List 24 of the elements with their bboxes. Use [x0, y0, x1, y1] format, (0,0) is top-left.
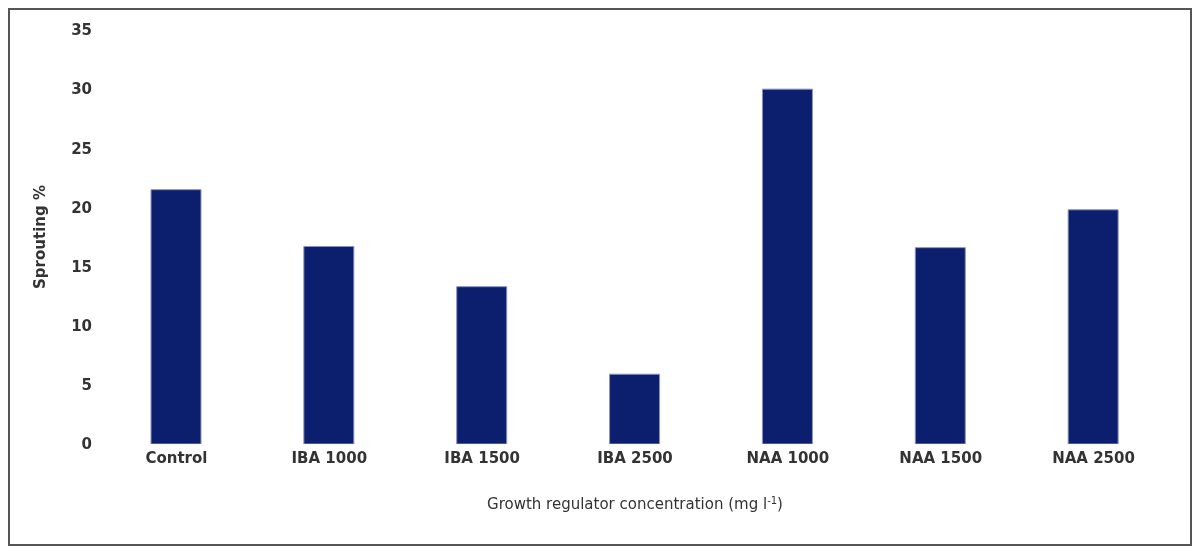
x-tick-label: IBA 1000 [291, 448, 368, 467]
x-tick-label: IBA 2500 [597, 448, 673, 467]
y-tick-label: 5 [81, 376, 92, 395]
bar [303, 245, 355, 444]
y-tick-label: 20 [71, 198, 92, 217]
x-tick-label: IBA 1500 [444, 448, 520, 467]
y-tick-label: 35 [71, 21, 92, 40]
y-tick-label: 30 [71, 80, 92, 99]
y-tick-label: 25 [71, 139, 92, 158]
bar [456, 286, 508, 444]
y-tick-label: 10 [71, 317, 92, 336]
bar [150, 189, 202, 444]
y-tick-label: 0 [81, 435, 92, 454]
x-tick-label: NAA 2500 [1052, 448, 1135, 467]
bar [761, 88, 813, 444]
y-axis-title: Sprouting % [31, 185, 50, 289]
bar [914, 247, 966, 444]
y-tick-label: 15 [71, 257, 92, 276]
x-tick-label: Control [145, 448, 208, 467]
bar [1067, 209, 1119, 444]
x-tick-label: NAA 1000 [746, 448, 830, 467]
bar [609, 373, 661, 444]
x-tick-label: NAA 1500 [899, 448, 983, 467]
x-axis-title: Growth regulator concentration (mg l$^{-1}$) [487, 494, 783, 513]
